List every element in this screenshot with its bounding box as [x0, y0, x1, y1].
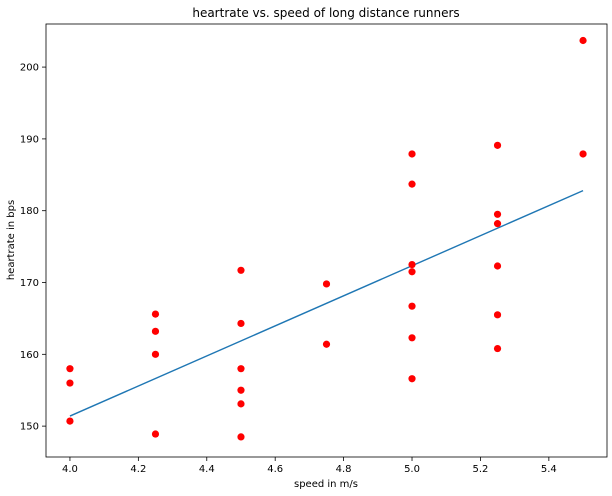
fit-line-layer	[69, 189, 584, 417]
data-point	[66, 417, 74, 425]
x-tick-label: 4.6	[267, 464, 283, 475]
x-axis: 4.0 4.2 4.4 4.6 4.8 5.0 5.2 5.4	[62, 457, 557, 475]
y-axis-label: heartrate in bps	[6, 200, 17, 280]
data-point	[408, 375, 416, 383]
data-point	[408, 260, 416, 269]
x-tick-label: 5.4	[541, 464, 557, 475]
data-point	[579, 36, 587, 45]
y-tick-label: 180	[20, 206, 39, 217]
plot-frame	[45, 23, 608, 458]
data-point	[408, 334, 416, 342]
y-tick-label: 150	[20, 422, 39, 433]
points-layer	[66, 36, 587, 441]
data-point	[579, 150, 587, 158]
data-point	[322, 280, 331, 288]
chart-title: heartrate vs. speed of long distance run…	[192, 6, 459, 20]
data-point	[408, 150, 416, 158]
data-point	[237, 266, 245, 274]
plot-area	[45, 23, 608, 458]
data-point	[493, 210, 502, 218]
data-point	[237, 400, 245, 408]
data-point	[408, 268, 416, 276]
y-tick-label: 170	[20, 278, 39, 289]
data-point	[151, 430, 160, 438]
y-tick-label: 190	[20, 134, 39, 145]
data-point	[408, 302, 416, 310]
x-tick-label: 4.2	[130, 464, 146, 475]
x-axis-label: speed in m/s	[294, 479, 358, 490]
data-point	[493, 220, 502, 228]
data-point	[151, 350, 160, 358]
data-point	[237, 319, 245, 328]
data-point	[322, 340, 331, 348]
data-point	[493, 262, 502, 270]
data-point	[151, 310, 160, 318]
data-point	[66, 379, 74, 387]
x-tick-label: 4.0	[62, 464, 78, 475]
data-point	[237, 433, 245, 441]
x-tick-label: 4.4	[199, 464, 215, 475]
x-tick-label: 5.2	[472, 464, 488, 475]
y-tick-label: 160	[20, 350, 39, 361]
data-point	[408, 180, 416, 188]
data-point	[493, 141, 502, 149]
regression-line	[69, 189, 584, 417]
data-point	[66, 365, 74, 373]
data-point	[151, 327, 160, 335]
x-tick-label: 5.0	[404, 464, 420, 475]
y-axis: 150 160 170 180 190 200	[20, 63, 46, 433]
x-tick-label: 4.8	[336, 464, 352, 475]
data-point	[237, 365, 245, 373]
y-tick-label: 200	[20, 63, 39, 74]
data-point	[493, 311, 502, 319]
data-point	[237, 386, 245, 394]
data-point	[493, 344, 502, 353]
